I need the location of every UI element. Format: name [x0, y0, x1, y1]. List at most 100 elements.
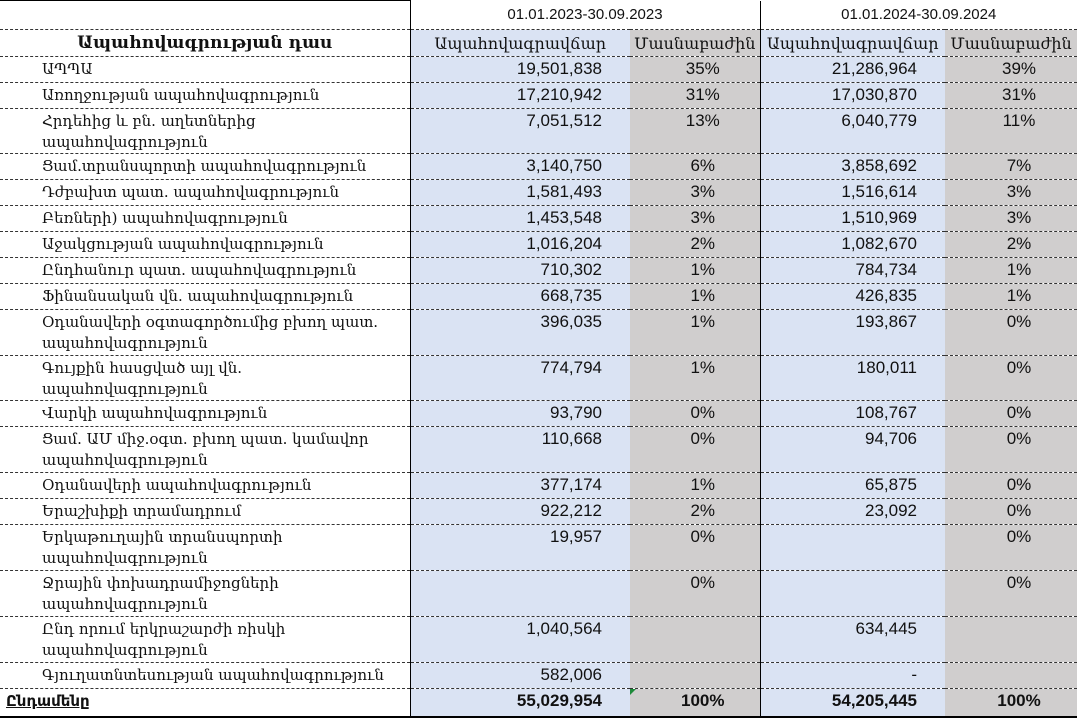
share-2024-cell[interactable]: 2%: [945, 231, 1077, 258]
share-2024-cell[interactable]: 0%: [945, 355, 1077, 401]
class-name-cell[interactable]: Վարկի ապահովագրություն: [0, 400, 411, 427]
share-2023-cell[interactable]: 2%: [630, 231, 761, 258]
share-2024-cell[interactable]: 7%: [945, 153, 1077, 180]
share-2023-cell[interactable]: 1%: [630, 355, 761, 401]
premium-2024-cell[interactable]: 108,767: [760, 400, 945, 427]
premium-2024-cell[interactable]: 180,011: [760, 355, 945, 401]
premium-2024-cell[interactable]: 1,510,969: [760, 205, 945, 232]
class-name-cell[interactable]: Ցամ.տրանսպորտի ապահովագրություն: [0, 153, 411, 180]
class-name-cell[interactable]: Ընդհանուր պատ. ապահովագրություն: [0, 257, 411, 284]
premium-2023-cell[interactable]: 19,501,838: [410, 56, 630, 83]
premium-2023-cell[interactable]: [410, 570, 630, 617]
share-2024-cell[interactable]: 0%: [945, 498, 1077, 525]
share-2024-cell[interactable]: 0%: [945, 472, 1077, 499]
share-2023-cell[interactable]: 13%: [630, 108, 761, 154]
premium-2024-cell[interactable]: 65,875: [760, 472, 945, 499]
class-name-cell[interactable]: Առողջության ապահովագրություն: [0, 82, 411, 109]
premium-2023-cell[interactable]: 93,790: [410, 400, 630, 427]
empty-cell[interactable]: [0, 0, 411, 30]
premium-2023-cell[interactable]: 377,174: [410, 472, 630, 499]
premium-2024-cell[interactable]: 94,706: [760, 426, 945, 473]
share-2024-cell[interactable]: 0%: [945, 570, 1077, 617]
share-2023-cell[interactable]: 0%: [630, 570, 761, 617]
class-name-cell[interactable]: Գույքին հասցված այլ վն. ապահովագրություն: [0, 355, 411, 401]
premium-2023-cell[interactable]: 19,957: [410, 524, 630, 571]
premium-2023-cell[interactable]: 1,016,204: [410, 231, 630, 258]
premium-2023-header[interactable]: Ապահովագրավճար: [410, 29, 630, 57]
premium-2023-cell[interactable]: 582,006: [410, 662, 630, 689]
total-premium-2024[interactable]: 54,205,445: [760, 688, 945, 718]
share-2024-cell[interactable]: 39%: [945, 56, 1077, 83]
premium-2024-cell[interactable]: 23,092: [760, 498, 945, 525]
class-name-cell[interactable]: Ցամ. ԱՄ միջ.օգտ. բխող պատ. կամավոր ապահո…: [0, 426, 411, 473]
class-name-cell[interactable]: Աջակցության ապահովագրություն: [0, 231, 411, 258]
period-2024-header[interactable]: 01.01.2024-30.09.2024: [760, 0, 1077, 30]
premium-2023-cell[interactable]: 7,051,512: [410, 108, 630, 154]
total-label[interactable]: Ընդամենը: [0, 688, 411, 718]
premium-2023-cell[interactable]: 3,140,750: [410, 153, 630, 180]
premium-2024-cell[interactable]: 1,516,614: [760, 179, 945, 206]
share-2023-cell[interactable]: 2%: [630, 498, 761, 525]
class-name-cell[interactable]: Ջրային փոխադրամիջոցների ապահովագրություն: [0, 570, 411, 617]
class-name-cell[interactable]: Բեռների) ապահովագրություն: [0, 205, 411, 232]
share-2023-header[interactable]: Մասնաբաժին: [630, 29, 761, 57]
share-2024-cell[interactable]: 1%: [945, 257, 1077, 284]
total-share-2023[interactable]: 100%: [630, 688, 761, 718]
share-2024-cell[interactable]: [945, 662, 1077, 689]
share-2023-cell[interactable]: 0%: [630, 426, 761, 473]
premium-2023-cell[interactable]: 396,035: [410, 309, 630, 356]
premium-2023-cell[interactable]: 110,668: [410, 426, 630, 473]
share-2023-cell[interactable]: 0%: [630, 524, 761, 571]
class-name-cell[interactable]: Ընդ որում երկրաշարժի ռիսկի ապահովագրությ…: [0, 616, 411, 663]
premium-2024-cell[interactable]: 6,040,779: [760, 108, 945, 154]
premium-2024-cell[interactable]: 3,858,692: [760, 153, 945, 180]
share-2024-cell[interactable]: 0%: [945, 426, 1077, 473]
share-2024-cell[interactable]: 0%: [945, 309, 1077, 356]
share-2023-cell[interactable]: 1%: [630, 472, 761, 499]
share-2024-cell[interactable]: 1%: [945, 283, 1077, 310]
premium-2024-cell[interactable]: 634,445: [760, 616, 945, 663]
premium-2024-cell[interactable]: 21,286,964: [760, 56, 945, 83]
premium-2023-cell[interactable]: 774,794: [410, 355, 630, 401]
share-2023-cell[interactable]: 0%: [630, 400, 761, 427]
share-2023-cell[interactable]: [630, 616, 761, 663]
share-2024-cell[interactable]: 3%: [945, 179, 1077, 206]
premium-2024-cell[interactable]: [760, 524, 945, 571]
share-2023-cell[interactable]: [630, 662, 761, 689]
total-premium-2023[interactable]: 55,029,954: [410, 688, 630, 718]
share-2024-cell[interactable]: [945, 616, 1077, 663]
premium-2023-cell[interactable]: 17,210,942: [410, 82, 630, 109]
share-2023-cell[interactable]: 6%: [630, 153, 761, 180]
premium-2023-cell[interactable]: 1,453,548: [410, 205, 630, 232]
class-name-cell[interactable]: Օդանավերի ապահովագրություն: [0, 472, 411, 499]
premium-2024-cell[interactable]: 193,867: [760, 309, 945, 356]
class-name-cell[interactable]: Երկաթուղային տրանսպորտի ապահովագրություն: [0, 524, 411, 571]
class-name-cell[interactable]: Ֆինանսական վն. ապահովագրություն: [0, 283, 411, 310]
premium-2024-cell[interactable]: 784,734: [760, 257, 945, 284]
share-2024-cell[interactable]: 0%: [945, 400, 1077, 427]
share-2024-cell[interactable]: 3%: [945, 205, 1077, 232]
class-header[interactable]: Ապահովագրության դաս: [0, 29, 411, 57]
share-2023-cell[interactable]: 3%: [630, 205, 761, 232]
share-2023-cell[interactable]: 1%: [630, 257, 761, 284]
share-2023-cell[interactable]: 1%: [630, 283, 761, 310]
share-2024-header[interactable]: Մասնաբաժին: [945, 29, 1077, 57]
period-2023-header[interactable]: 01.01.2023-30.09.2023: [410, 0, 761, 30]
premium-2024-cell[interactable]: [760, 570, 945, 617]
premium-2024-cell[interactable]: -: [760, 662, 945, 689]
premium-2024-cell[interactable]: 1,082,670: [760, 231, 945, 258]
premium-2023-cell[interactable]: 1,040,564: [410, 616, 630, 663]
class-name-cell[interactable]: Գյուղատնտեսության ապահովագրություն: [0, 662, 411, 689]
share-2024-cell[interactable]: 0%: [945, 524, 1077, 571]
premium-2023-cell[interactable]: 1,581,493: [410, 179, 630, 206]
premium-2023-cell[interactable]: 668,735: [410, 283, 630, 310]
premium-2023-cell[interactable]: 710,302: [410, 257, 630, 284]
share-2024-cell[interactable]: 11%: [945, 108, 1077, 154]
share-2024-cell[interactable]: 31%: [945, 82, 1077, 109]
premium-2024-cell[interactable]: 17,030,870: [760, 82, 945, 109]
class-name-cell[interactable]: Դժբախտ պատ. ապահովագրություն: [0, 179, 411, 206]
premium-2023-cell[interactable]: 922,212: [410, 498, 630, 525]
total-share-2024[interactable]: 100%: [945, 688, 1077, 718]
share-2023-cell[interactable]: 31%: [630, 82, 761, 109]
class-name-cell[interactable]: ԱՊՊԱ: [0, 56, 411, 83]
